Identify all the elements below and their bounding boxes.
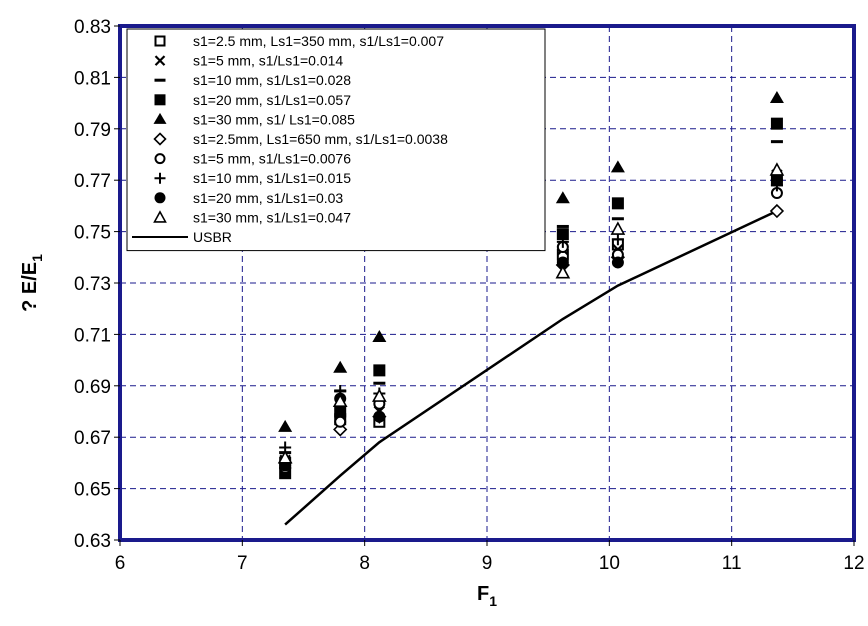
x-axis-title: F1 [477, 583, 497, 609]
data-point-series-3 [611, 217, 624, 221]
data-point-series-10 [610, 221, 626, 235]
y-tick-label: 0.67 [74, 428, 111, 449]
y-tick-label: 0.77 [74, 171, 111, 192]
data-point-series-10 [371, 388, 387, 402]
x-tick-label: 7 [237, 553, 248, 574]
legend-label: USBR [193, 229, 232, 245]
data-point-series-10 [555, 265, 571, 279]
x-axis-title-subscript: 1 [489, 593, 497, 609]
legend-marker-swatch [153, 112, 167, 124]
data-point-series-9 [556, 256, 569, 269]
legend-item: s1=20 mm, s1/Ls1=0.03 [154, 190, 343, 206]
legend-item: s1=2.5 mm, Ls1=350 mm, s1/Ls1=0.007 [154, 33, 444, 49]
legend-item: s1=10 mm, s1/Ls1=0.015 [154, 170, 351, 186]
x-tick-label: 11 [722, 553, 742, 574]
y-axis-title-subscript: 1 [29, 254, 45, 262]
legend-item: s1=2.5mm, Ls1=650 mm, s1/Ls1=0.0038 [153, 131, 448, 147]
y-axis-title: ? E/E1 [19, 254, 45, 312]
data-point-series-10 [332, 393, 348, 408]
data-point-series-4 [373, 364, 386, 377]
y-axis-title-main: ? E/E [19, 262, 41, 312]
data-point-series-4 [556, 228, 569, 241]
data-point-series-4 [770, 117, 783, 130]
x-tick-label: 9 [482, 553, 493, 574]
data-point-series-10 [277, 450, 293, 464]
data-point-series-7 [334, 415, 347, 428]
x-tick-label: 10 [599, 553, 620, 574]
legend-marker-swatch [154, 55, 166, 66]
usbr-curve-layer [284, 209, 778, 526]
legend-item: s1=5 mm, s1/Ls1=0.014 [154, 53, 343, 69]
legend: s1=2.5 mm, Ls1=350 mm, s1/Ls1=0.007 s1=5 … [126, 28, 546, 252]
data-point-series-3 [373, 381, 386, 385]
y-tick-label: 0.65 [74, 480, 111, 501]
legend-label: s1=5 mm, s1/Ls1=0.0076 [193, 151, 351, 167]
legend-box [126, 28, 546, 252]
data-point-series-9 [611, 256, 624, 269]
y-tick-label: 0.71 [74, 325, 111, 346]
legend-label: s1=10 mm, s1/Ls1=0.028 [193, 72, 351, 88]
legend-marker-swatch [153, 132, 167, 146]
legend-marker-swatch [154, 94, 166, 106]
y-tick-label: 0.79 [74, 120, 111, 141]
legend-marker-swatch [154, 172, 166, 184]
data-point-series-5 [372, 329, 387, 342]
data-point-series-3 [770, 140, 783, 144]
data-point-series-9 [770, 174, 783, 187]
data-point-series-5 [769, 90, 784, 103]
legend-item: s1=20 mm, s1/Ls1=0.057 [154, 92, 351, 108]
legend-marker-swatch [154, 153, 166, 165]
legend-item: s1=10 mm, s1/Ls1=0.028 [154, 72, 351, 88]
x-tick-label: 8 [359, 553, 370, 574]
data-point-series-9 [373, 410, 386, 423]
legend-label: s1=20 mm, s1/Ls1=0.03 [193, 190, 343, 206]
data-point-series-5 [555, 191, 570, 204]
legend-marker-swatch [153, 210, 167, 223]
legend-label: s1=20 mm, s1/Ls1=0.057 [193, 92, 351, 108]
legend-label: s1=10 mm, s1/Ls1=0.015 [193, 170, 351, 186]
legend-item: s1=30 mm, s1/Ls1=0.047 [153, 209, 351, 225]
legend-label: s1=30 mm, s1/Ls1=0.047 [193, 209, 351, 225]
data-point-series-4 [611, 197, 624, 210]
y-tick-label: 0.73 [74, 274, 111, 295]
axis-titles: F1 ? E/E1 [19, 254, 497, 609]
x-tick-label: 12 [843, 553, 864, 574]
data-point-series-4 [334, 405, 347, 418]
series-line-usbr [284, 209, 778, 526]
legend-label: s1=30 mm, s1/ Ls1=0.085 [193, 111, 355, 127]
legend-item: s1=30 mm, s1/ Ls1=0.085 [153, 111, 355, 127]
legend-marker-swatch [154, 78, 166, 82]
data-point-series-10 [769, 162, 785, 176]
data-points [277, 90, 785, 480]
y-tick-label: 0.81 [74, 68, 111, 89]
legend-label: s1=2.5 mm, Ls1=350 mm, s1/Ls1=0.007 [193, 33, 444, 49]
data-point-series-6 [769, 203, 785, 219]
legend-label: s1=5 mm, s1/Ls1=0.014 [193, 53, 343, 69]
axis-ticks: 6 7 8 9 10 11 12 0.63 0.65 0.67 0.69 0.71 0.73 0.75 0.… [74, 17, 865, 574]
data-point-series-8 [556, 235, 569, 248]
data-point-series-5 [333, 360, 348, 373]
y-tick-label: 0.75 [74, 223, 111, 244]
legend-item: s1=5 mm, s1/Ls1=0.0076 [154, 151, 351, 167]
x-tick-label: 6 [115, 553, 126, 574]
legend-marker-swatch [154, 192, 166, 204]
data-point-series-5 [610, 160, 625, 173]
y-tick-label: 0.83 [74, 17, 111, 38]
legend-label: s1=2.5mm, Ls1=650 mm, s1/Ls1=0.0038 [193, 131, 448, 147]
data-point-series-5 [278, 419, 293, 432]
legend-item: USBR [132, 229, 232, 245]
legend-marker-swatch [154, 35, 166, 47]
y-tick-label: 0.69 [74, 377, 111, 398]
data-point-series-3 [556, 224, 569, 228]
y-tick-label: 0.63 [74, 531, 111, 552]
data-point-series-8 [611, 233, 624, 246]
x-axis-title-main: F [477, 583, 489, 605]
